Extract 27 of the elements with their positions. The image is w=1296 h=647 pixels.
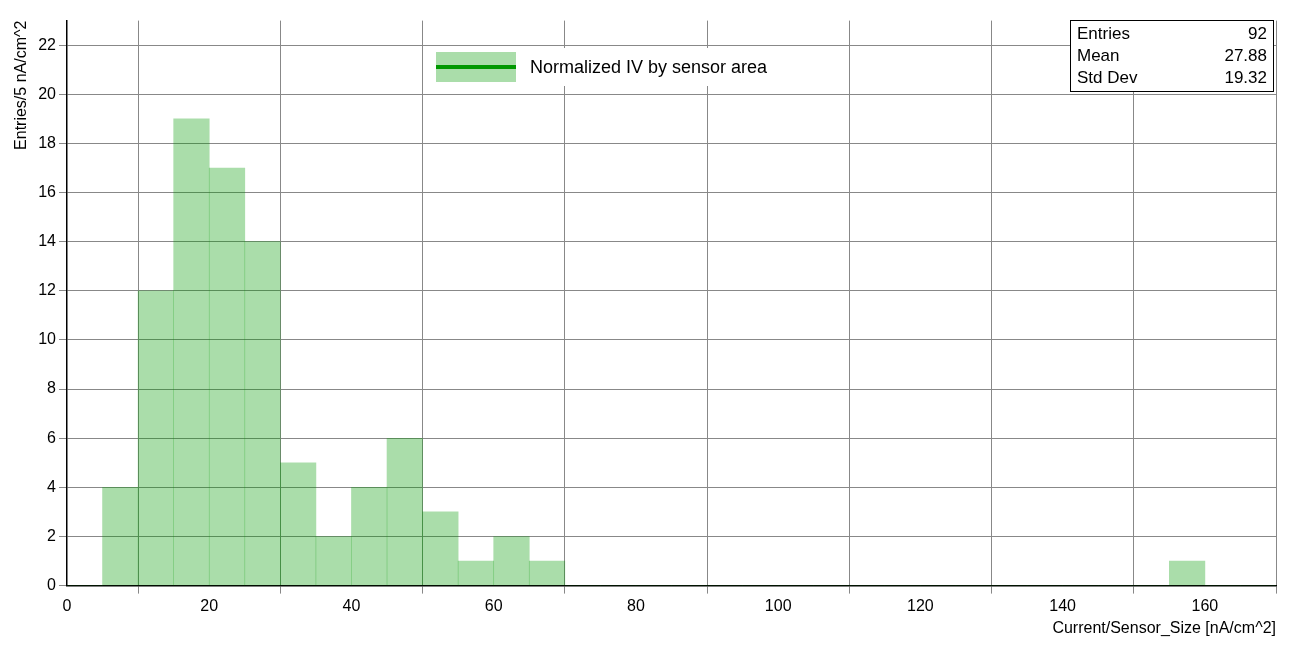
x-tick-label: 120 — [907, 596, 934, 614]
x-tick-label: 100 — [764, 596, 792, 614]
y-tick-label: 10 — [38, 330, 57, 348]
y-tick-label: 22 — [38, 35, 57, 53]
x-axis-title: Current/Sensor_Size [nA/cm^2] — [1052, 618, 1276, 637]
y-axis-title: Entries/5 nA/cm^2 — [12, 20, 30, 150]
y-tick-label: 4 — [47, 477, 57, 495]
legend-label: Normalized IV by sensor area — [530, 56, 768, 78]
x-tick-label: 20 — [200, 596, 219, 614]
x-tick-label: 40 — [342, 596, 361, 614]
y-tick-label: 2 — [47, 526, 57, 544]
y-tick-label: 12 — [38, 281, 57, 299]
y-tick-label: 8 — [47, 379, 57, 397]
x-tick-label: 80 — [627, 596, 645, 614]
y-tick-label: 18 — [38, 133, 57, 151]
x-tick-label: 160 — [1191, 596, 1219, 614]
text: Entries 92 — [1077, 24, 1267, 43]
y-tick-label: 20 — [38, 84, 57, 102]
y-tick-label: 0 — [47, 576, 57, 594]
x-tick-label: 140 — [1049, 596, 1077, 614]
text: Mean 27.88 — [1077, 46, 1267, 65]
y-tick-label: 14 — [38, 232, 57, 250]
x-tick-label: 60 — [484, 596, 503, 614]
y-tick-label: 16 — [38, 182, 57, 200]
x-tick-label: 0 — [62, 596, 72, 614]
y-tick-label: 6 — [47, 428, 57, 446]
text: Std Dev 19.32 — [1077, 68, 1267, 87]
